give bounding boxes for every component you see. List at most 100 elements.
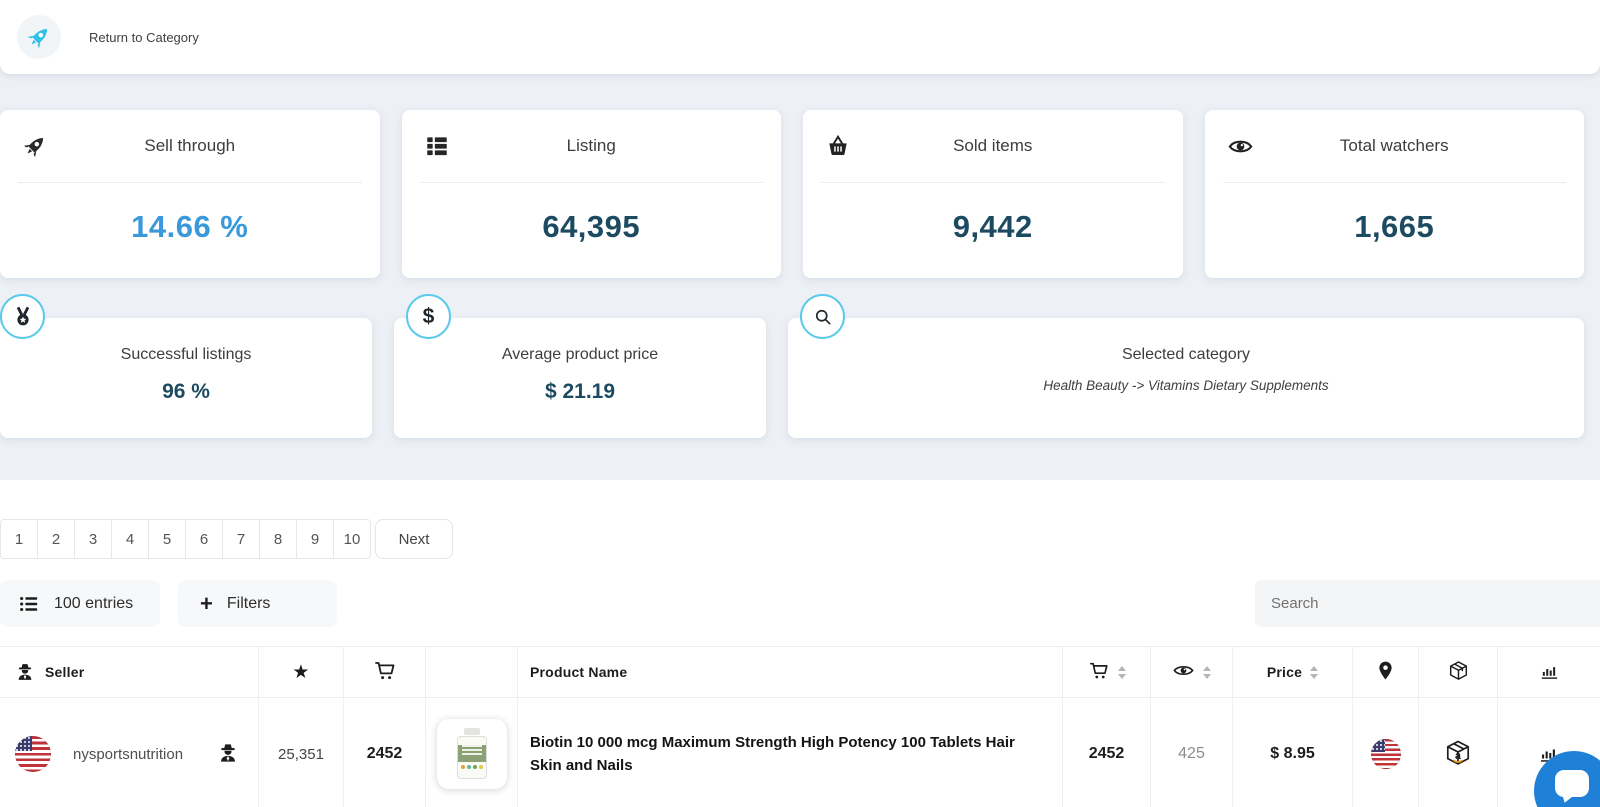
- filters-button[interactable]: + Filters: [178, 580, 337, 627]
- page-button-9[interactable]: 9: [296, 519, 334, 559]
- header-image: [425, 647, 517, 697]
- stat-title: Listing: [566, 136, 616, 155]
- page-button-3[interactable]: 3: [74, 519, 112, 559]
- header-product-name: Product Name: [517, 647, 1062, 697]
- dollar-icon: $: [406, 294, 451, 339]
- eye-icon: [1172, 659, 1195, 685]
- table-row: nysportsnutrition 25,351: [0, 698, 1600, 807]
- price-value: $ 8.95: [1270, 745, 1315, 762]
- sort-icon: [1117, 665, 1126, 679]
- stats-row-2: Successful listings 96 % $ Average produ…: [0, 294, 1584, 438]
- page-button-2[interactable]: 2: [37, 519, 75, 559]
- feedback-cell: 25,351: [258, 698, 343, 807]
- stat-title: Total watchers: [1339, 136, 1449, 155]
- cart-icon: [373, 659, 397, 686]
- page-button-8[interactable]: 8: [259, 519, 297, 559]
- stat-card-listing: Listing 64,395: [401, 110, 781, 278]
- product-name-link[interactable]: Biotin 10 000 mcg Maximum Strength High …: [530, 733, 1015, 774]
- selected-category-path: Health Beauty -> Vitamins Dietary Supple…: [1043, 378, 1329, 393]
- product-image-cell: [425, 698, 517, 807]
- us-flag-icon: [1370, 739, 1401, 769]
- spy-seller-button[interactable]: [217, 742, 239, 767]
- stat-value: 14.66 %: [131, 209, 249, 244]
- package-icon: [1446, 658, 1471, 686]
- medal-icon: [0, 294, 45, 339]
- entries-count-button[interactable]: 100 entries: [0, 580, 160, 627]
- page-button-10[interactable]: 10: [333, 519, 371, 559]
- page-button-5[interactable]: 5: [148, 519, 186, 559]
- search-input[interactable]: [1255, 580, 1600, 627]
- stat-value: $ 21.19: [544, 380, 616, 403]
- header-sold-sortable[interactable]: [1062, 647, 1150, 697]
- divider: [419, 182, 763, 183]
- cart-icon: [1088, 660, 1110, 685]
- star-icon: ★: [292, 661, 310, 683]
- sort-icon: [1310, 665, 1319, 679]
- stat-card-total-watchers: Total watchers 1,665: [1204, 110, 1584, 278]
- sold-cell: 2452: [1062, 698, 1150, 807]
- filters-label: Filters: [226, 594, 271, 612]
- location-cell: [1352, 698, 1418, 807]
- price-cell: $ 8.95: [1232, 698, 1352, 807]
- header-analytics: [1497, 647, 1600, 697]
- watchers-cell: 425: [1150, 698, 1232, 807]
- sales-cell: 2452: [343, 698, 425, 807]
- results-section: 1 2 3 4 5 6 7 8 9 10 Next 100 entries + …: [0, 480, 1600, 807]
- stat-card-sell-through: Sell through 14.66 %: [0, 110, 380, 278]
- next-page-button[interactable]: Next: [375, 519, 453, 559]
- seller-link[interactable]: nysportsnutrition: [73, 745, 184, 763]
- rocket-icon: [22, 133, 48, 164]
- table-toolbar: 100 entries + Filters: [0, 580, 1600, 627]
- divider: [18, 182, 362, 183]
- page-button-7[interactable]: 7: [222, 519, 260, 559]
- header-feedback: ★: [258, 647, 343, 697]
- list-icon: [424, 133, 450, 164]
- stat-title: Successful listings: [120, 346, 252, 363]
- product-image[interactable]: [436, 719, 507, 789]
- stat-title: Selected category: [1121, 346, 1251, 363]
- amazon-box-icon: a: [1441, 736, 1475, 773]
- stat-title: Sold items: [953, 136, 1033, 155]
- stat-value: 96 %: [162, 380, 210, 403]
- stat-card-average-price: $ Average product price $ 21.19: [394, 294, 766, 438]
- watchers-count: 425: [1178, 745, 1205, 762]
- header-seller: Seller: [0, 647, 258, 697]
- sort-icon: [1203, 665, 1211, 679]
- amazon-supplier-button[interactable]: a: [1441, 736, 1475, 773]
- sold-count: 2452: [1088, 745, 1125, 762]
- page-button-4[interactable]: 4: [111, 519, 149, 559]
- stat-value: 9,442: [952, 209, 1033, 244]
- page-button-6[interactable]: 6: [185, 519, 223, 559]
- header-price-sortable[interactable]: Price: [1232, 647, 1352, 697]
- pagination: 1 2 3 4 5 6 7 8 9 10 Next: [0, 519, 453, 559]
- rocket-icon: [26, 24, 52, 50]
- top-bar: Return to Category: [0, 0, 1600, 74]
- plus-icon: +: [200, 590, 213, 616]
- stat-card-selected-category: Selected category Health Beauty -> Vitam…: [788, 294, 1584, 438]
- stat-title: Average product price: [501, 346, 659, 363]
- basket-icon: [825, 133, 851, 164]
- spy-icon: [15, 662, 35, 682]
- seller-cell: nysportsnutrition: [0, 698, 258, 807]
- sales-count: 2452: [366, 745, 403, 762]
- stat-card-successful-listings: Successful listings 96 %: [0, 294, 372, 438]
- header-product-name-label: Product Name: [530, 664, 628, 680]
- header-location: [1352, 647, 1418, 697]
- feedback-count: 25,351: [278, 745, 324, 763]
- supplement-bottle-image: [456, 728, 488, 780]
- header-watchers-sortable[interactable]: [1150, 647, 1232, 697]
- stat-value: 1,665: [1354, 209, 1435, 244]
- eye-icon: [1227, 133, 1254, 165]
- entries-count-label: 100 entries: [54, 594, 134, 612]
- stats-row-1: Sell through 14.66 % Listing 64,395: [0, 110, 1584, 278]
- header-seller-label: Seller: [45, 664, 85, 680]
- table-header-row: Seller ★ Product Name: [0, 646, 1600, 698]
- header-price-label: Price: [1266, 664, 1303, 680]
- return-to-category-link[interactable]: Return to Category: [89, 29, 199, 45]
- stat-card-sold-items: Sold items 9,442: [803, 110, 1183, 278]
- page-button-1[interactable]: 1: [0, 519, 38, 559]
- app-logo[interactable]: [17, 15, 61, 59]
- header-shipping: [1418, 647, 1497, 697]
- search-icon: [800, 294, 845, 339]
- header-sales: [343, 647, 425, 697]
